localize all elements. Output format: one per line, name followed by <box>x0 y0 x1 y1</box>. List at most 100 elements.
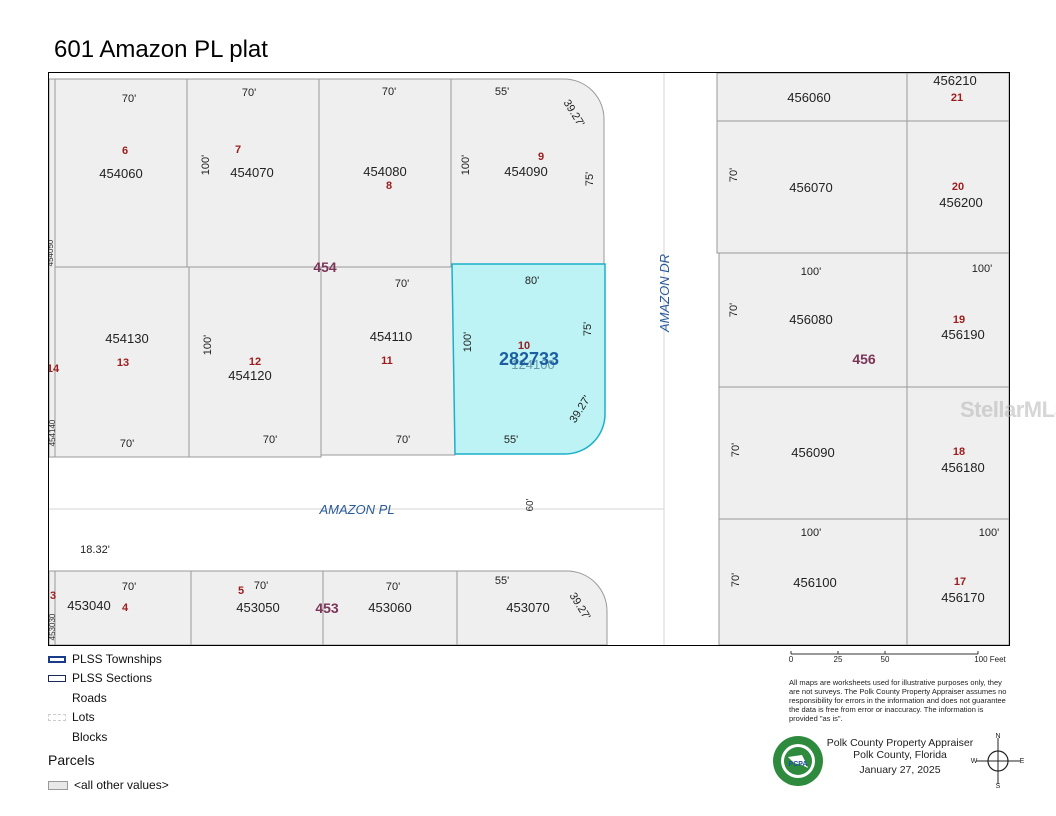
parcel-number: 453050 <box>236 600 279 615</box>
legend-label: Lots <box>72 710 95 724</box>
parcel-454120 <box>188 266 322 458</box>
page-title: 601 Amazon PL plat <box>54 36 268 63</box>
legend-item-blocks: Blocks <box>48 729 107 745</box>
parcel-454130 <box>54 266 190 458</box>
plat-map[interactable]: AMAZON DR AMAZON PL 60' 454 456 453 4540… <box>48 72 1010 646</box>
sections-swatch <box>48 674 66 682</box>
lot-number: 8 <box>386 180 392 192</box>
dimension-label: 70' <box>382 86 396 98</box>
parcel-numbers: 454060 454070 454080 454090 454130 45412… <box>67 73 984 615</box>
lot-number: 13 <box>117 357 129 369</box>
disclaimer-text: All maps are worksheets used for illustr… <box>789 678 1007 723</box>
legend-parcels-title: Parcels <box>48 752 95 768</box>
lot-number: 4 <box>122 602 129 614</box>
lot-number: 6 <box>122 145 128 157</box>
subject-parcel-id: 282733 <box>499 349 559 369</box>
dimension-label: 70' <box>728 168 740 182</box>
legend-label: <all other values> <box>74 778 169 792</box>
parcel-453040 <box>54 570 192 645</box>
block-label: 456 <box>852 351 876 367</box>
parcel-454060 <box>54 78 188 268</box>
street-width-label: 60' <box>525 498 536 511</box>
lot-number: 11 <box>381 355 393 367</box>
dimension-label: 55' <box>495 575 509 587</box>
dimension-label: 70' <box>242 87 256 99</box>
lot-number: 10 <box>518 340 530 352</box>
parcel-456170 <box>906 518 1009 645</box>
street-amazon-pl: AMAZON PL <box>318 502 394 517</box>
dimension-label: 70' <box>395 278 409 290</box>
parcel-453050 <box>190 570 324 645</box>
dimension-label: 70' <box>730 443 742 457</box>
scale-tick: 0 <box>789 655 794 664</box>
parcel-454110 <box>320 266 456 456</box>
parcel-west-strip-lower <box>49 570 56 645</box>
compass-rose: N S E W <box>970 732 1026 790</box>
compass-e: E <box>1020 758 1025 765</box>
lot-number: 21 <box>951 92 963 104</box>
dimension-label: 55' <box>495 86 509 98</box>
dimension-label: 70' <box>730 573 742 587</box>
legend-item-townships: PLSS Townships <box>48 651 162 667</box>
parcel-456080 <box>718 252 908 388</box>
parcel-454070 <box>186 78 320 268</box>
parcel-453060 <box>322 570 458 645</box>
parcel-number: 456060 <box>787 90 830 105</box>
side-parcel-label: 453030 <box>49 613 57 640</box>
parcel-number: 456100 <box>793 575 836 590</box>
parcel-number: 454090 <box>504 164 547 179</box>
legend-label: Blocks <box>72 730 108 744</box>
parcel-number: 454070 <box>230 165 273 180</box>
parcel-west-strip <box>49 78 56 458</box>
parcel-456200 <box>906 120 1009 254</box>
dimension-label: 70' <box>122 93 136 105</box>
parcel-454090 <box>450 78 605 266</box>
parcel-number: 456090 <box>791 445 834 460</box>
parcel-454080 <box>318 78 452 268</box>
lot-number: 18 <box>953 446 965 458</box>
dimension-label: 75' <box>584 172 596 186</box>
parcel-456070 <box>716 120 908 254</box>
parcels-swatch <box>48 780 68 790</box>
svg-text:PCPA: PCPA <box>789 761 808 768</box>
parcel-number: 453060 <box>368 600 411 615</box>
lot-number: 3 <box>50 590 56 602</box>
lot-number: 14 <box>49 363 60 375</box>
legend-item-roads: Roads <box>48 690 107 706</box>
legend-item-parcels: <all other values> <box>48 777 169 793</box>
appraiser-block: Polk County Property Appraiser Polk Coun… <box>820 737 980 776</box>
dimension-label: 70' <box>263 434 277 446</box>
parcel-number: 453040 <box>67 598 110 613</box>
map-legend: PLSS Townships PLSS Sections Roads Lots … <box>48 650 348 810</box>
dimension-label: 70' <box>122 581 136 593</box>
parcel-number: 456180 <box>941 460 984 475</box>
dimension-label: 100' <box>972 263 992 275</box>
block-label: 453 <box>315 600 339 616</box>
dimension-label: 75' <box>582 322 594 336</box>
parcel-453070 <box>456 570 608 645</box>
dimension-label: 70' <box>254 580 268 592</box>
dimension-label: 70' <box>396 434 410 446</box>
parcel-456190 <box>906 252 1009 388</box>
lot-number: 9 <box>538 151 544 163</box>
parcel-number: 456200 <box>939 195 982 210</box>
parcel-number: 456070 <box>789 180 832 195</box>
parcel-number: 454080 <box>363 164 406 179</box>
parcel-456100 <box>718 518 908 645</box>
dimension-label: 70' <box>728 303 740 317</box>
dimension-label: 100' <box>202 335 214 355</box>
legend-item-lots: Lots <box>48 709 95 725</box>
compass-w: W <box>971 758 978 765</box>
lot-number: 5 <box>238 585 244 597</box>
dimension-label: 80' <box>525 275 539 287</box>
dimension-label: 100' <box>801 266 821 278</box>
block-label: 454 <box>313 259 337 275</box>
parcel-number: 454110 <box>370 329 412 344</box>
legend-label: PLSS Sections <box>72 671 153 685</box>
legend-label: Roads <box>72 691 107 705</box>
road-edges <box>49 73 665 645</box>
parcel-456090 <box>718 386 908 520</box>
compass-n: N <box>995 733 1000 740</box>
parcel-number: 456080 <box>789 312 832 327</box>
parcel-number: 124100 <box>511 357 554 372</box>
